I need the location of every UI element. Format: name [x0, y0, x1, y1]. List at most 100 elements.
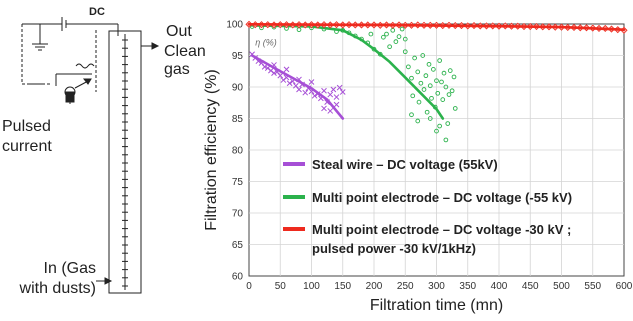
data-point [445, 121, 451, 126]
data-point [427, 83, 433, 89]
x-tick-label: 150 [334, 281, 351, 292]
data-point [426, 61, 432, 67]
y-tick-label: 90 [232, 83, 244, 94]
x-axis-label: Filtration time (mn) [370, 297, 503, 314]
data-point [296, 86, 302, 93]
x-tick-label: 600 [616, 281, 633, 292]
fit-line [250, 54, 345, 120]
data-point [321, 105, 327, 112]
data-point [321, 87, 327, 94]
data-point [418, 80, 424, 86]
data-point [415, 69, 421, 75]
data-point [410, 93, 416, 99]
data-point [420, 53, 426, 58]
data-point [327, 108, 334, 114]
data-point [311, 92, 318, 99]
legend-label: Multi point electrode – DC voltage (-55 … [312, 190, 572, 205]
x-tick-label: 0 [246, 281, 252, 292]
data-point [439, 79, 444, 85]
data-point [451, 74, 457, 80]
data-point [393, 39, 399, 44]
x-tick-label: 200 [366, 281, 383, 292]
x-tick-label: 500 [553, 281, 570, 292]
out-label: Out [166, 23, 192, 40]
x-tick-label: 100 [303, 281, 320, 292]
y-tick-label: 85 [232, 114, 244, 125]
y-tick-label: 100 [226, 20, 243, 31]
dc-label: DC [89, 6, 105, 18]
data-point [327, 91, 334, 98]
legend-label: pulsed power -30 kV/1kHz) [312, 241, 476, 256]
in-gas-label: In (Gas with dusts) [19, 260, 96, 297]
data-point [449, 88, 455, 94]
data-point [441, 70, 447, 76]
x-tick-label: 450 [522, 281, 539, 292]
data-point [286, 80, 293, 87]
data-point [434, 128, 439, 134]
x-tick-label: 550 [584, 281, 601, 292]
data-point [339, 89, 346, 95]
x-tick-label: 400 [491, 281, 508, 292]
data-point [447, 68, 453, 73]
data-point [308, 79, 315, 85]
precipitator-schematic [21, 17, 160, 294]
y-tick-label: 70 [232, 209, 244, 220]
legend-label: Multi point electrode – DC voltage -30 k… [312, 222, 571, 237]
data-point [387, 44, 392, 50]
data-point [396, 34, 402, 39]
data-point [368, 31, 374, 37]
data-point [429, 95, 434, 101]
y-tick-label: 65 [232, 240, 244, 251]
data-point [431, 67, 436, 72]
y-tick-label: 60 [232, 272, 244, 283]
data-point [446, 92, 452, 97]
data-point [261, 63, 268, 70]
data-point [424, 109, 430, 115]
data-point [437, 123, 442, 129]
data-point [415, 118, 421, 124]
data-point [423, 73, 429, 79]
fit-line [247, 23, 626, 31]
data-point [333, 94, 340, 100]
y-tick-label: 75 [232, 177, 244, 188]
x-tick-label: 250 [397, 281, 414, 292]
series-3 [245, 20, 628, 34]
data-point [402, 36, 408, 42]
y-axis-label: Filtration efficiency (%) [203, 69, 220, 231]
data-point [409, 75, 414, 81]
legend-label: Steal wire – DC voltage (55kV) [312, 157, 498, 172]
data-point [336, 84, 343, 91]
eta-annotation: η (%) [255, 37, 277, 47]
data-point [302, 89, 309, 96]
data-point [427, 116, 433, 121]
y-tick-label: 80 [232, 146, 244, 157]
data-point [333, 101, 340, 108]
data-point [409, 112, 414, 118]
data-point [283, 66, 290, 73]
data-point [381, 34, 386, 40]
series-2 [247, 24, 458, 143]
clean-gas-label: Clean gas [164, 43, 206, 78]
x-tick-label: 50 [275, 281, 287, 292]
data-point [434, 78, 439, 84]
data-point [412, 55, 417, 61]
data-point [271, 70, 277, 76]
data-point [402, 49, 408, 55]
data-point [384, 31, 389, 37]
data-point [416, 99, 422, 105]
data-point [277, 72, 284, 79]
series-1 [249, 51, 346, 120]
data-point [443, 84, 449, 90]
y-tick-label: 95 [232, 51, 244, 62]
x-tick-label: 300 [428, 281, 445, 292]
x-tick-label: 350 [459, 281, 476, 292]
data-point [437, 58, 442, 63]
data-point [435, 90, 441, 96]
data-point [406, 64, 411, 70]
pulsed-current-label: Pulsed current [2, 118, 52, 155]
data-point [399, 26, 405, 32]
fit-line [247, 24, 445, 120]
data-point [440, 97, 446, 102]
